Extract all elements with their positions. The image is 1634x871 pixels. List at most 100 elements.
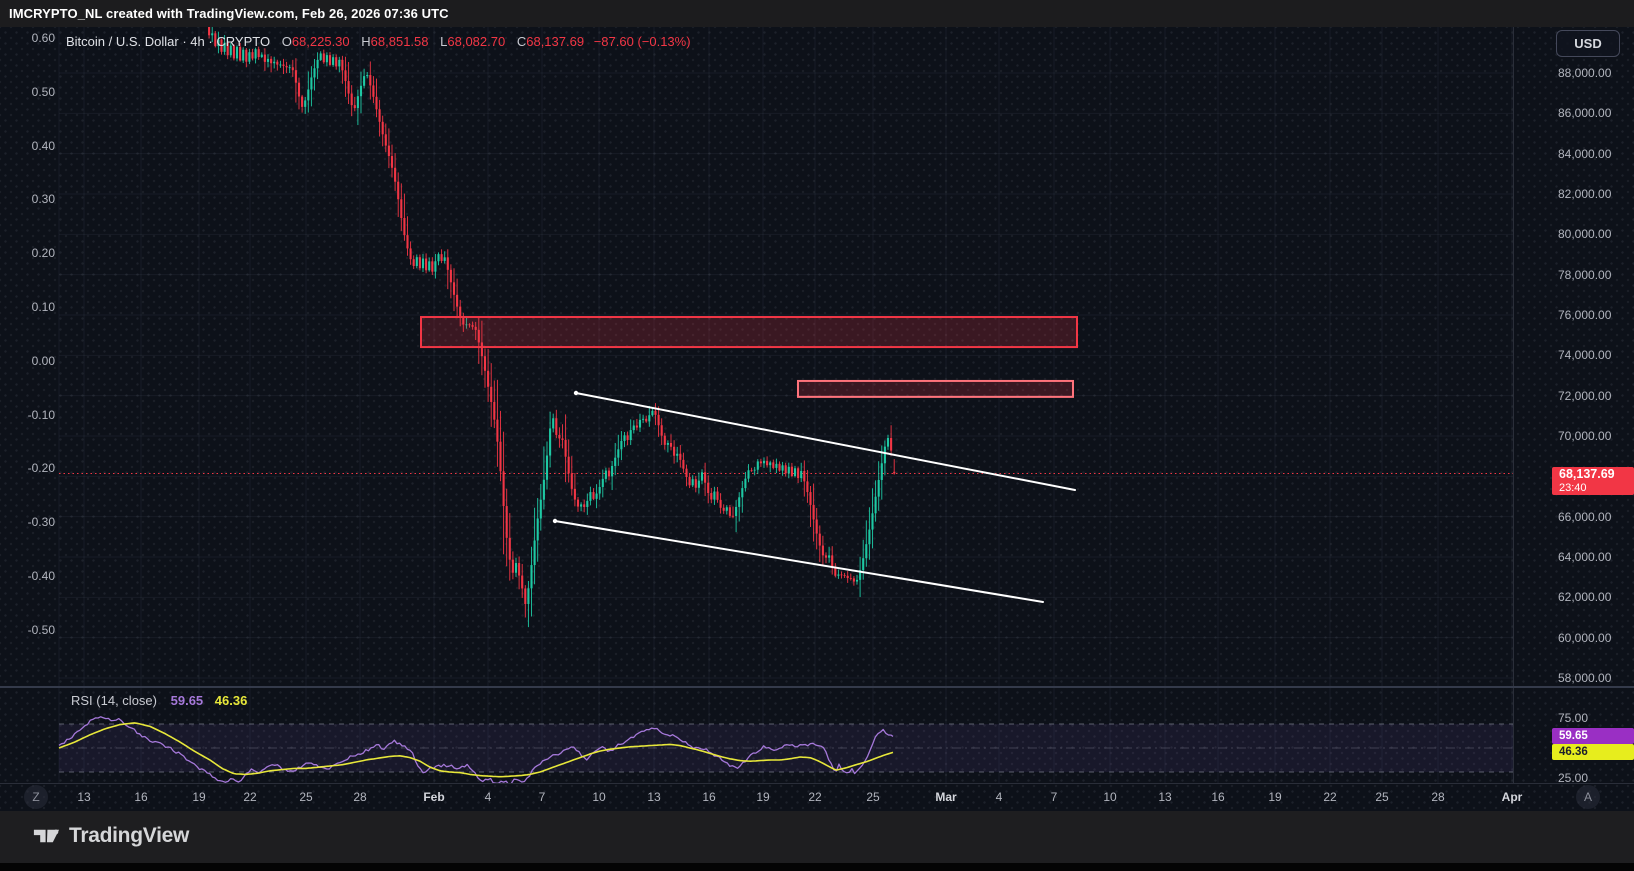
candle[interactable] xyxy=(583,499,586,513)
candle[interactable] xyxy=(880,445,883,500)
candle[interactable] xyxy=(335,54,338,70)
candle[interactable] xyxy=(332,54,335,67)
candle[interactable] xyxy=(710,487,713,504)
candle[interactable] xyxy=(518,556,521,590)
candle[interactable] xyxy=(595,484,598,509)
candle[interactable] xyxy=(831,546,834,575)
candle[interactable] xyxy=(846,571,849,583)
candle[interactable] xyxy=(797,466,800,483)
candle[interactable] xyxy=(549,411,552,468)
candle[interactable] xyxy=(632,420,635,434)
candle[interactable] xyxy=(747,464,750,483)
candle[interactable] xyxy=(245,48,248,68)
candle[interactable] xyxy=(778,461,781,472)
candle[interactable] xyxy=(229,43,232,58)
candle[interactable] xyxy=(452,268,456,312)
candle[interactable] xyxy=(744,471,747,492)
candle[interactable] xyxy=(223,35,226,55)
candle[interactable] xyxy=(570,456,573,496)
candle[interactable] xyxy=(793,465,797,478)
candle[interactable] xyxy=(456,278,459,318)
candle[interactable] xyxy=(350,85,353,117)
candle[interactable] xyxy=(316,52,319,80)
currency-usd-button[interactable]: USD xyxy=(1556,30,1620,57)
candle[interactable] xyxy=(397,172,400,217)
candle[interactable] xyxy=(679,445,682,468)
candle[interactable] xyxy=(319,51,322,61)
candle[interactable] xyxy=(818,525,821,563)
candle[interactable] xyxy=(536,498,539,562)
candle[interactable] xyxy=(552,413,555,433)
candle[interactable] xyxy=(505,488,508,567)
candle[interactable] xyxy=(294,58,297,103)
candle[interactable] xyxy=(502,431,505,555)
candle[interactable] xyxy=(648,405,651,427)
candle[interactable] xyxy=(573,472,576,507)
candle[interactable] xyxy=(387,128,390,169)
candle[interactable] xyxy=(511,551,514,580)
tradingview-logo[interactable]: TradingView xyxy=(33,824,189,848)
candle[interactable] xyxy=(893,459,896,475)
candle[interactable] xyxy=(545,441,549,490)
candle[interactable] xyxy=(375,78,378,118)
candle[interactable] xyxy=(313,59,316,91)
candle[interactable] xyxy=(676,446,679,463)
candle[interactable] xyxy=(713,486,716,505)
trendline-handle[interactable] xyxy=(573,390,579,396)
candle[interactable] xyxy=(533,507,536,585)
candle[interactable] xyxy=(406,216,409,256)
candle[interactable] xyxy=(462,312,465,332)
candle[interactable] xyxy=(446,249,449,290)
candle[interactable] xyxy=(700,469,704,485)
candle[interactable] xyxy=(325,52,328,67)
candle[interactable] xyxy=(490,363,493,427)
candle[interactable] xyxy=(254,47,257,64)
candle[interactable] xyxy=(607,467,611,481)
candle[interactable] xyxy=(381,115,384,147)
candle[interactable] xyxy=(704,462,707,497)
autoscale-button[interactable]: A xyxy=(1576,785,1600,809)
supply-zone[interactable] xyxy=(797,379,1074,398)
candle[interactable] xyxy=(886,434,890,450)
candle[interactable] xyxy=(576,496,580,512)
candle[interactable] xyxy=(459,299,462,327)
candle[interactable] xyxy=(645,415,648,423)
candle[interactable] xyxy=(828,546,831,563)
candle[interactable] xyxy=(471,321,474,330)
candle[interactable] xyxy=(824,552,828,564)
candle[interactable] xyxy=(434,253,437,279)
candle[interactable] xyxy=(663,432,666,450)
candle[interactable] xyxy=(728,504,731,518)
candle[interactable] xyxy=(322,49,325,64)
candle[interactable] xyxy=(775,458,778,474)
candle[interactable] xyxy=(809,485,812,527)
candle[interactable] xyxy=(282,58,285,75)
candle[interactable] xyxy=(790,462,793,478)
candle[interactable] xyxy=(208,27,211,39)
candle[interactable] xyxy=(356,89,359,126)
candle[interactable] xyxy=(372,76,375,104)
candle[interactable] xyxy=(716,486,719,503)
candle[interactable] xyxy=(812,483,815,542)
candle[interactable] xyxy=(263,48,266,71)
candle[interactable] xyxy=(270,56,273,73)
candle[interactable] xyxy=(756,459,759,475)
candle[interactable] xyxy=(759,458,762,467)
rsi-title[interactable]: RSI (14, close) xyxy=(71,693,157,708)
candle[interactable] xyxy=(468,323,471,328)
candle[interactable] xyxy=(806,469,809,503)
candle[interactable] xyxy=(425,253,428,274)
candle[interactable] xyxy=(787,462,790,479)
candle[interactable] xyxy=(837,569,840,579)
candle[interactable] xyxy=(555,409,558,439)
candle[interactable] xyxy=(691,475,694,488)
candle[interactable] xyxy=(242,47,245,64)
candle[interactable] xyxy=(862,539,865,580)
candle[interactable] xyxy=(415,254,418,269)
candle[interactable] xyxy=(440,249,443,264)
candle[interactable] xyxy=(232,44,235,61)
candle[interactable] xyxy=(251,49,254,61)
candle[interactable] xyxy=(623,431,626,448)
candle[interactable] xyxy=(666,440,669,453)
candle[interactable] xyxy=(707,475,710,504)
